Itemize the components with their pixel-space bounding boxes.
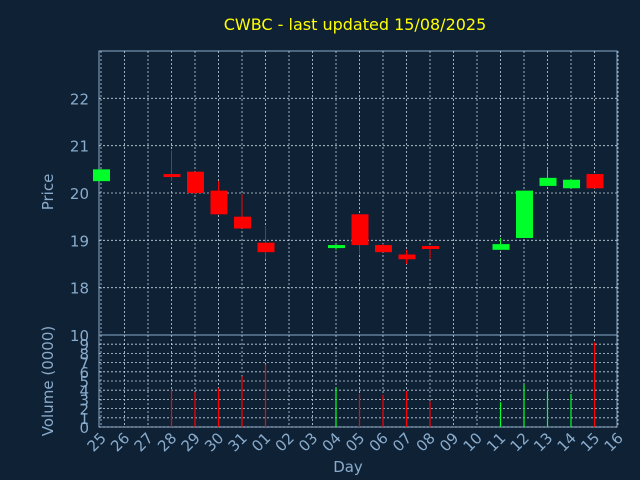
x-tick-label: 31 <box>225 429 251 455</box>
volume-tick-label: 7 <box>79 355 89 373</box>
volume-tick-label: 0 <box>79 419 89 437</box>
volume-tick-label: 1 <box>79 410 89 428</box>
x-tick-label: 04 <box>319 429 345 455</box>
volume-tick-label: 3 <box>79 391 89 409</box>
chart-title: CWBC - last updated 15/08/2025 <box>224 15 487 34</box>
candle-body <box>234 216 251 229</box>
x-tick-label: 01 <box>248 429 274 455</box>
price-axis-label: Price <box>39 174 57 211</box>
candle-body <box>328 245 345 249</box>
candle-body <box>257 242 275 253</box>
x-tick-label: 02 <box>272 429 298 455</box>
candle-body <box>492 244 510 250</box>
x-tick-label: 28 <box>154 429 180 455</box>
x-tick-label: 09 <box>436 429 462 455</box>
x-tick-label: 11 <box>483 429 509 455</box>
x-tick-label: 06 <box>366 429 392 455</box>
price-panel: 18 19 20 21 22 <box>70 50 619 336</box>
x-axis-label: Day <box>333 458 363 476</box>
candle-body <box>422 246 439 250</box>
candle-body <box>398 254 416 260</box>
candle-body <box>516 190 533 238</box>
price-tick-label: 20 <box>70 185 89 203</box>
volume-axis-label: Volume (0000) <box>39 326 57 436</box>
candle-body <box>351 214 369 246</box>
x-tick-label: 14 <box>554 429 580 455</box>
price-tick-label: 21 <box>70 138 89 156</box>
price-tick-label: 19 <box>70 232 89 250</box>
candle-body <box>210 190 228 215</box>
candle-body <box>375 245 392 253</box>
x-tick-label: 10 <box>460 429 486 455</box>
volume-tick-label: 4 <box>79 382 89 400</box>
candle-body <box>93 169 110 182</box>
x-tick-label: 07 <box>389 429 415 455</box>
price-tick-label: 22 <box>70 90 89 108</box>
volume-tick-label: 6 <box>79 364 89 382</box>
x-tick-label: 27 <box>131 429 157 455</box>
volume-tick-label: 5 <box>79 373 89 391</box>
x-tick-label: 05 <box>342 429 368 455</box>
x-tick-label: 03 <box>295 429 321 455</box>
x-tick-label: 16 <box>601 429 627 455</box>
candle-body <box>539 177 557 186</box>
x-tick-label: 30 <box>201 429 227 455</box>
x-tick-label: 29 <box>178 429 204 455</box>
candle-body <box>163 174 181 178</box>
x-tick-label: 12 <box>507 429 533 455</box>
price-tick-label: 18 <box>70 280 89 298</box>
candle-body <box>586 174 604 189</box>
candle-body <box>563 179 580 189</box>
candle-body <box>187 171 204 193</box>
x-tick-label: 26 <box>107 429 133 455</box>
x-tick-label: 13 <box>530 429 556 455</box>
x-tick-label: 08 <box>413 429 439 455</box>
volume-tick-label: 8 <box>79 345 89 363</box>
volume-tick-label: 9 <box>79 336 89 354</box>
volume-top-label: 10 <box>70 327 89 345</box>
x-axis: 2526272829303101020304050607080910111213… <box>84 429 627 455</box>
x-tick-label: 15 <box>577 429 603 455</box>
volume-tick-label: 2 <box>79 401 89 419</box>
